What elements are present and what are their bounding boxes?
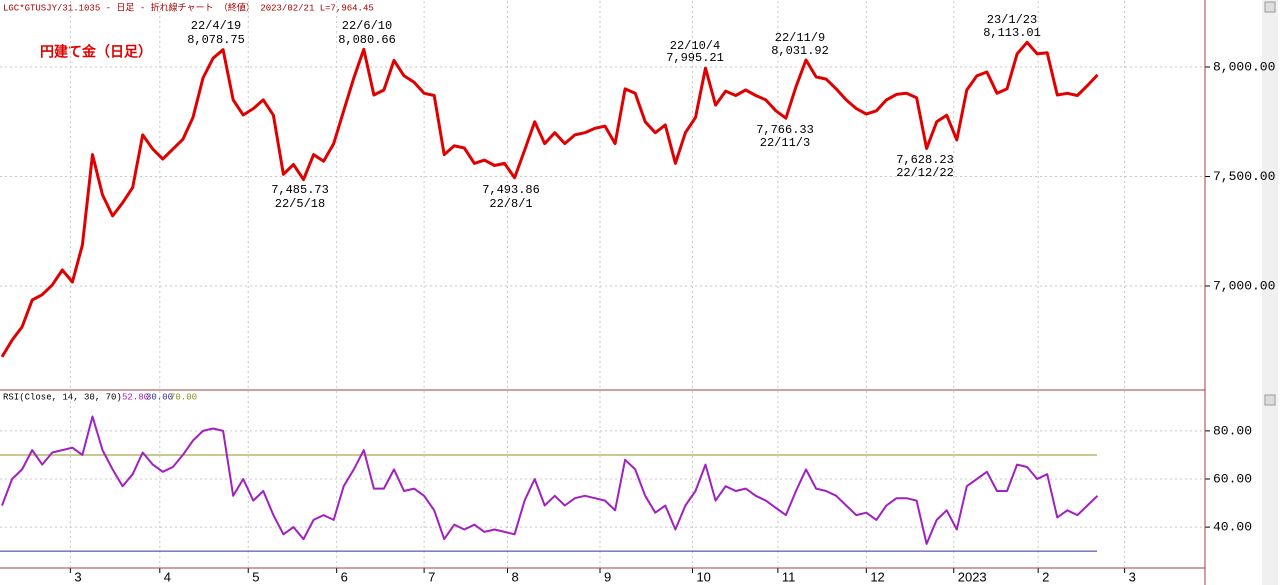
annotation: 8,078.75 — [187, 33, 245, 47]
annotation: 22/5/18 — [275, 197, 325, 211]
x-tick-label: 5 — [252, 569, 259, 584]
x-tick-label: 3 — [1129, 569, 1136, 584]
annotation: 8,031.92 — [771, 44, 829, 58]
annotation: 7,493.86 — [482, 183, 540, 197]
annotation: 7,628.23 — [896, 153, 954, 167]
chart-header: LGC*GTUSJY/31.1035 - 日足 - 折れ線チャート （終値） 2… — [3, 1, 374, 13]
annotation: 7,995.21 — [666, 51, 724, 65]
chart-title: 円建て金（日足） — [40, 44, 152, 60]
y-tick-label: 7,000.00 — [1213, 278, 1275, 293]
rsi-value: 52.80 — [122, 392, 149, 402]
annotation: 7,485.73 — [271, 183, 329, 197]
annotation: 22/11/3 — [760, 136, 810, 150]
y-tick-label: 8,000.00 — [1213, 59, 1275, 74]
annotation: 22/10/4 — [670, 39, 720, 53]
x-tick-label: 7 — [428, 569, 435, 584]
rsi-header: RSI(Close, 14, 30, 70) — [3, 392, 122, 402]
annotation: 8,080.66 — [338, 33, 396, 47]
rsi-level-label: 70.00 — [170, 392, 197, 402]
scroll-button[interactable] — [1264, 394, 1276, 406]
y-tick-label: 7,500.00 — [1213, 169, 1275, 184]
x-tick-label: 12 — [870, 569, 884, 584]
scrollbar[interactable] — [1262, 0, 1278, 585]
x-tick-label: 4 — [164, 569, 171, 584]
y-tick-label: 80.00 — [1213, 423, 1252, 438]
annotation: 22/12/22 — [896, 166, 954, 180]
x-tick-label: 10 — [696, 569, 710, 584]
x-tick-label: 3 — [74, 569, 81, 584]
line-series — [1, 415, 1099, 545]
line-series — [0, 40, 1099, 358]
x-tick-label: 2023 — [958, 569, 987, 584]
annotation: 22/11/9 — [775, 31, 825, 45]
x-tick-label: 11 — [782, 569, 796, 584]
x-tick-label: 2 — [1042, 569, 1049, 584]
annotation: 8,113.01 — [983, 26, 1041, 40]
y-tick-label: 60.00 — [1213, 471, 1252, 486]
x-tick-label: 6 — [341, 569, 348, 584]
annotation: 23/1/23 — [987, 13, 1037, 27]
annotation: 22/8/1 — [489, 197, 532, 211]
annotation: 7,766.33 — [756, 123, 814, 137]
x-tick-label: 8 — [512, 569, 519, 584]
scroll-button[interactable] — [1264, 1, 1276, 13]
annotation: 22/4/19 — [191, 19, 241, 33]
y-tick-label: 40.00 — [1213, 520, 1252, 535]
annotation: 22/6/10 — [342, 19, 392, 33]
x-tick-label: 9 — [604, 569, 611, 584]
